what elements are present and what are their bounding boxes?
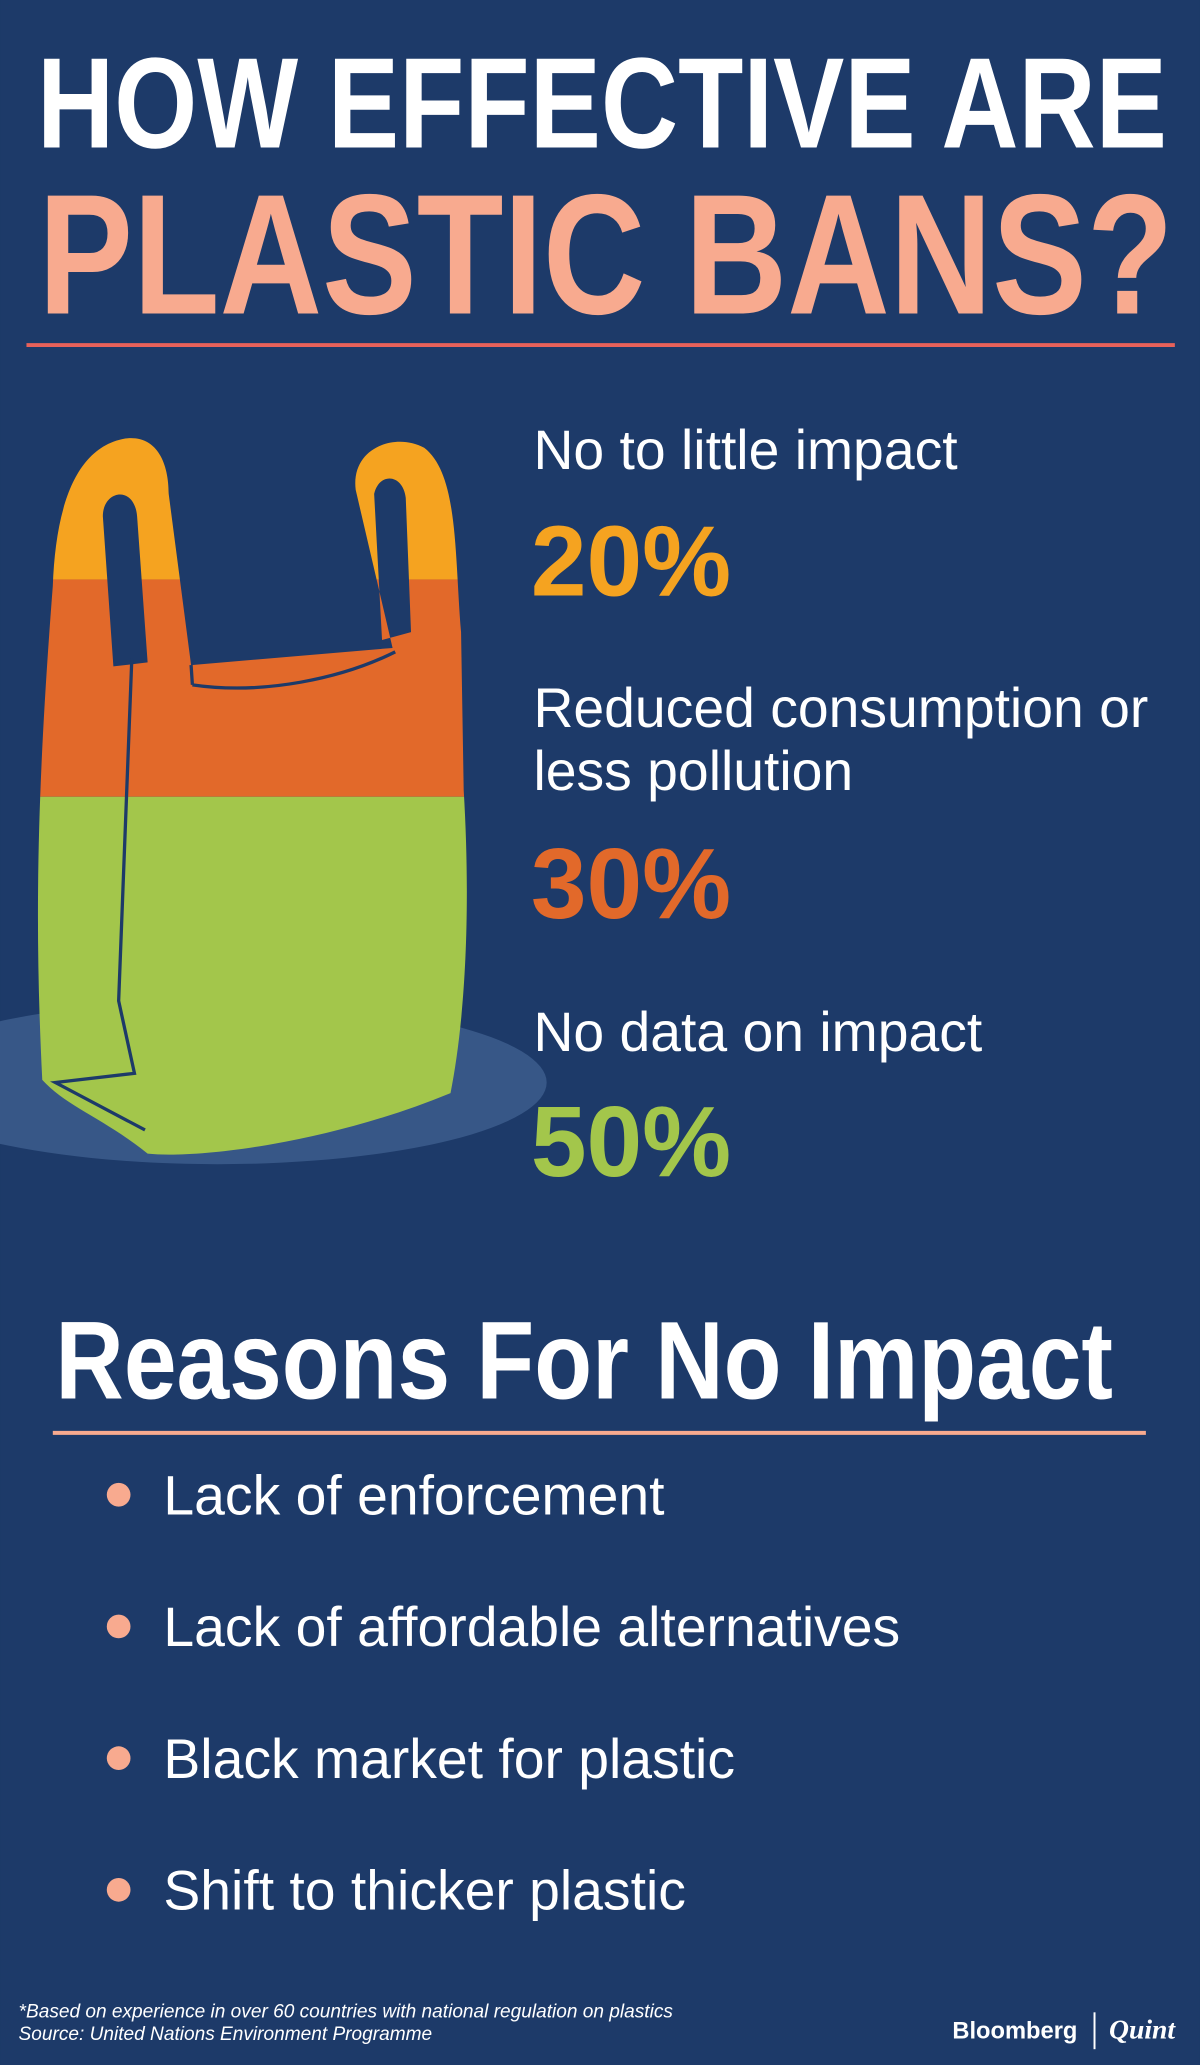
stat-value: 20% [531, 505, 731, 617]
stat-label: No data on impact [533, 1001, 982, 1063]
title-line-2: PLASTIC BANS? [38, 159, 1173, 350]
reason: Shift to thicker plastic [163, 1860, 685, 1922]
stat-label: No to little impact [533, 419, 957, 481]
reason: Lack of affordable alternatives [163, 1596, 900, 1658]
stat-value: 50% [531, 1086, 731, 1198]
brand-bloomberg: Bloomberg [952, 2019, 1077, 2045]
stat-label: Reduced consumption or less pollution [533, 677, 1163, 802]
bag-outline [49, 650, 396, 1132]
footnote: *Based on experience in over 60 countrie… [19, 2002, 674, 2023]
bullet [106, 1482, 131, 1507]
bag-band [37, 796, 467, 1155]
source: Source: United Nations Environment Progr… [19, 2024, 433, 2045]
bullet [106, 1877, 131, 1902]
title-line-1: HOW EFFECTIVE ARE [37, 32, 1167, 176]
bullet [106, 1614, 131, 1639]
reason: Black market for plastic [163, 1728, 735, 1790]
stat-value: 30% [531, 828, 731, 940]
bullet [106, 1746, 131, 1770]
brand-quint: Quint [1109, 2014, 1176, 2045]
reasons-title: Reasons For No Impact [55, 1300, 1113, 1423]
reason: Lack of enforcement [163, 1465, 664, 1527]
